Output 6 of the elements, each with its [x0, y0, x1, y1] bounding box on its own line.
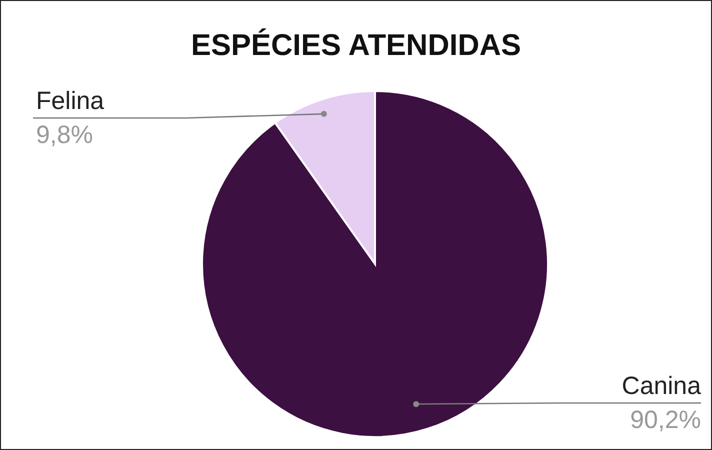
data-label: 9,8% [36, 121, 93, 149]
slice-label: Canina [622, 372, 702, 400]
slice-label: Felina [36, 87, 104, 115]
chart-title: ESPÉCIES ATENDIDAS [190, 29, 522, 63]
pie-slice [201, 90, 549, 438]
data-label: 90,2% [630, 406, 701, 434]
